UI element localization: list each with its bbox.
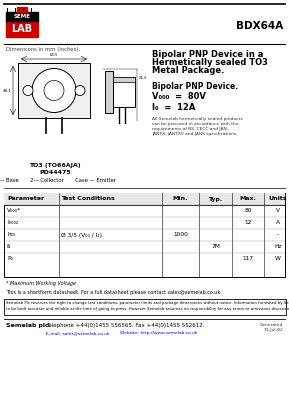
Text: Bipolar PNP Device.: Bipolar PNP Device. [152,82,238,91]
Text: Parameter: Parameter [7,196,44,202]
Bar [6,21,38,37]
Text: Semelab Plc reserves the right to change test conditions, parameter limits and p: Semelab Plc reserves the right to change… [6,301,289,305]
Text: h₀₀: h₀₀ [7,232,15,238]
Text: I₀  =  12A: I₀ = 12A [152,103,195,112]
Text: JANTX, JANTXV and JANS specifications.: JANTX, JANTXV and JANS specifications. [152,132,238,136]
Text: * Maximum Working Voltage: * Maximum Working Voltage [6,281,76,286]
Circle shape [32,68,76,112]
Text: Generated
31-Jul-02: Generated 31-Jul-02 [260,323,283,332]
Text: 80: 80 [244,209,252,213]
Bar [113,77,135,82]
Bar [105,71,113,113]
Text: Typ.: Typ. [208,196,223,202]
Text: Bipolar PNP Device in a: Bipolar PNP Device in a [152,50,263,59]
Text: Telephone +44(0)1455 556565. Fax +44(0)1455 552612.: Telephone +44(0)1455 556565. Fax +44(0)1… [46,323,205,328]
Text: 117: 117 [242,256,253,261]
Circle shape [75,85,85,95]
Text: This is a shortform datasheet. For a full datasheet please contact sales@semelab: This is a shortform datasheet. For a ful… [6,290,222,295]
Text: V₀₀₀*: V₀₀₀* [7,209,21,213]
Text: I₀₀₀₂: I₀₀₀₂ [7,220,18,225]
Bar [6,12,38,21]
Bar [4,193,285,205]
Text: 24.4: 24.4 [139,76,147,80]
Text: Max.: Max. [240,196,256,202]
Text: 12: 12 [244,220,252,225]
Text: Hermetically sealed TO3: Hermetically sealed TO3 [152,58,268,67]
Text: Semelab plc.: Semelab plc. [6,323,51,328]
Text: Ø 3/5 (V₀₀ / I₂): Ø 3/5 (V₀₀ / I₂) [61,232,102,238]
Bar [113,77,135,107]
Text: All Semelab hermetically sealed products: All Semelab hermetically sealed products [152,117,243,121]
Text: PD44475: PD44475 [39,170,71,175]
Text: Hz: Hz [274,245,282,249]
Bar [18,63,90,118]
Text: 38.1: 38.1 [2,88,11,92]
Text: V₀₀₀  =  80V: V₀₀₀ = 80V [152,92,206,101]
Bar [4,299,286,315]
Text: Min.: Min. [173,196,188,202]
Bar [17,7,27,12]
Text: TO3 (TO66AJA): TO3 (TO66AJA) [29,163,81,168]
Circle shape [23,85,33,95]
Text: P₀: P₀ [7,256,13,261]
Text: SEME: SEME [14,14,31,20]
Text: to be both accurate and reliable at the time of going to press. However Semelab : to be both accurate and reliable at the … [6,307,289,311]
Text: 7M: 7M [211,245,220,249]
Text: requirements of BS, CECC and JAN,: requirements of BS, CECC and JAN, [152,127,228,131]
Text: Units: Units [269,196,287,202]
Text: 63.5: 63.5 [50,53,58,57]
Text: 1 — Base       2— Collector       Case — Emitter: 1 — Base 2— Collector Case — Emitter [0,178,116,183]
Text: -: - [277,232,279,238]
Text: BDX64A: BDX64A [236,21,283,31]
Text: can be procured in accordance with the: can be procured in accordance with the [152,122,238,126]
Text: 1000: 1000 [173,232,188,238]
Text: W: W [275,256,281,261]
Text: Dimensions in mm (inches).: Dimensions in mm (inches). [6,47,80,52]
Text: E-mail: sales@semelab.co.uk: E-mail: sales@semelab.co.uk [46,331,109,335]
Text: Website: http://www.semelab.co.uk: Website: http://www.semelab.co.uk [120,331,197,335]
Text: LAB: LAB [12,24,33,34]
Text: Metal Package.: Metal Package. [152,66,224,75]
Bar [4,193,285,277]
Text: A: A [276,220,280,225]
Text: V: V [276,209,280,213]
Text: f₄: f₄ [7,245,11,249]
Text: Test Conditions: Test Conditions [61,196,115,202]
